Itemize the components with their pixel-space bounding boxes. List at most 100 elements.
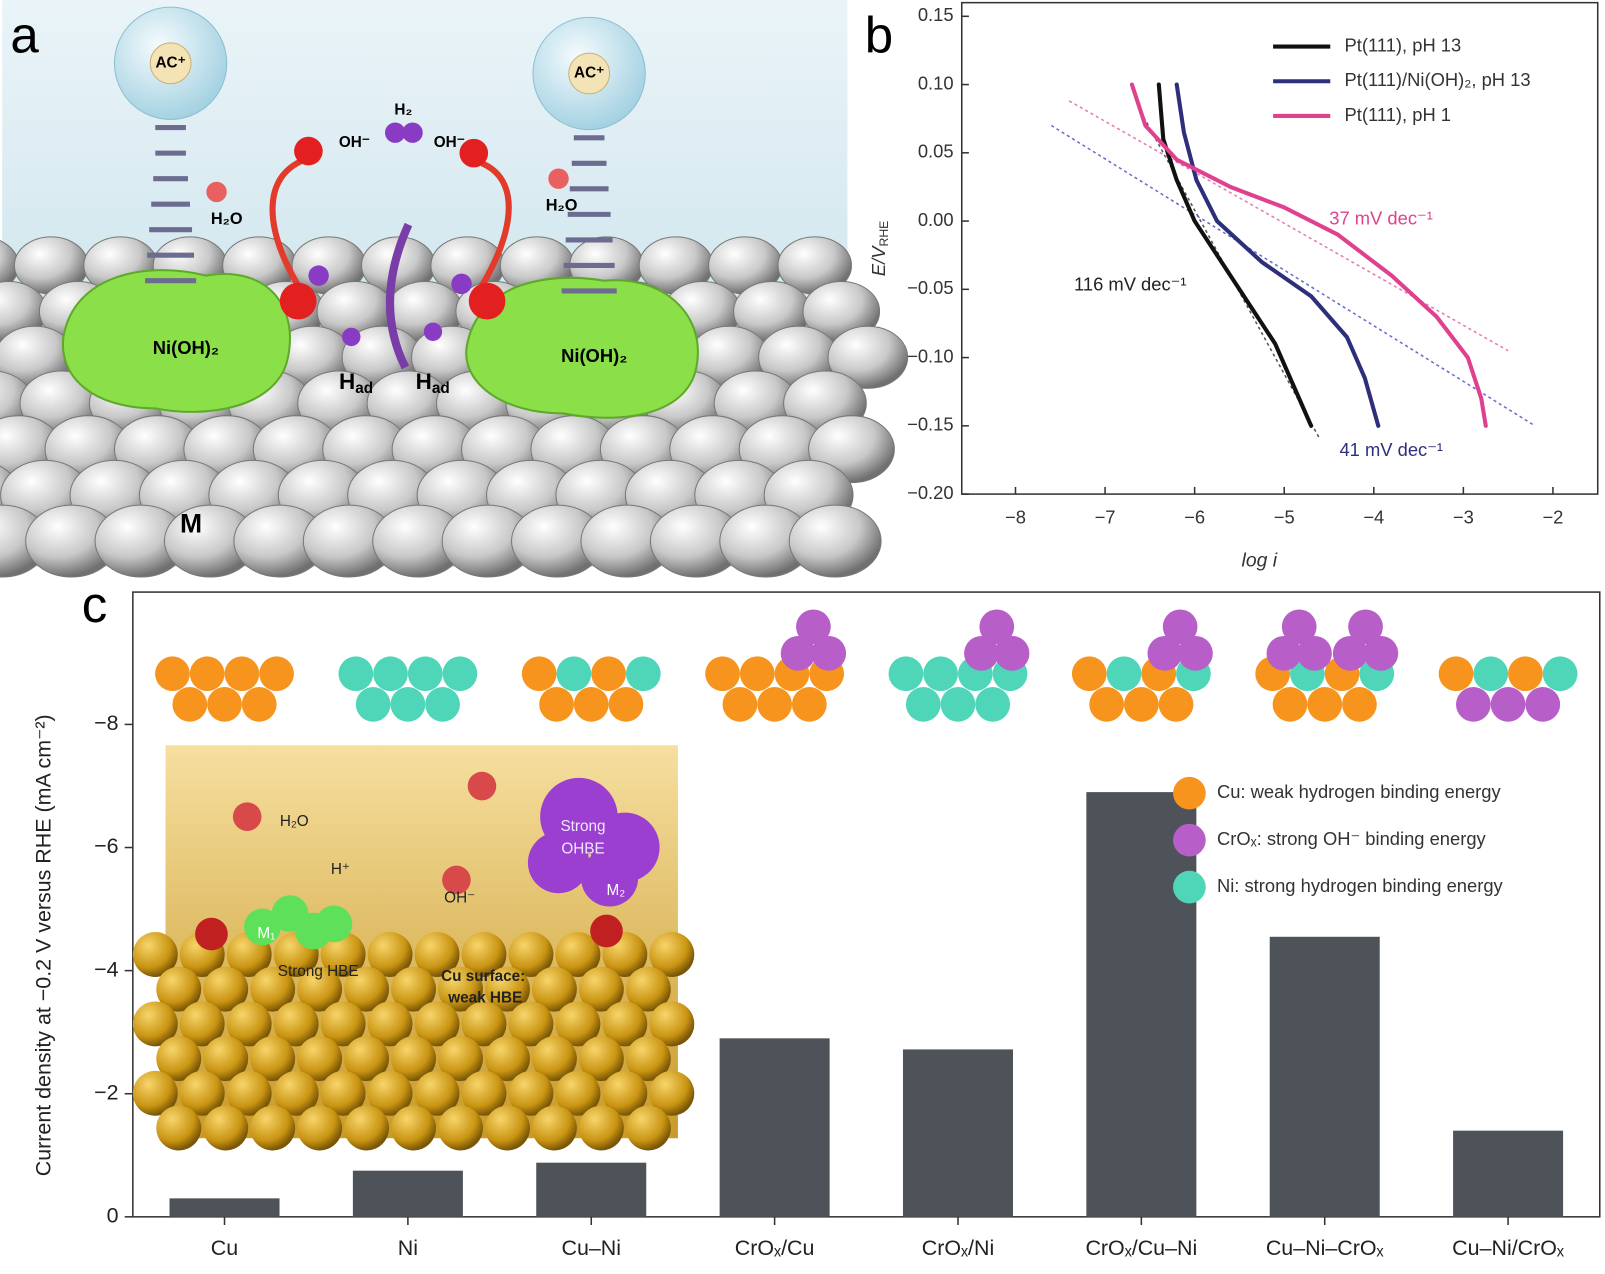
bar	[169, 1198, 280, 1217]
plot-frame	[132, 591, 1601, 1218]
inset-molecule	[442, 865, 471, 895]
inset-cluster	[527, 831, 590, 894]
copper-atom	[531, 966, 577, 1012]
copper-atom	[273, 1070, 319, 1116]
x-tick-label: −8	[1005, 506, 1026, 527]
h2-label: H₂	[394, 101, 412, 118]
atom-icon	[625, 656, 661, 692]
copper-atom	[320, 1001, 366, 1047]
x-tick-label: CrOₓ/Ni	[922, 1236, 994, 1260]
copper-atom	[555, 1070, 601, 1116]
legend-label: Cu: weak hydrogen binding energy	[1217, 781, 1502, 802]
legend-label: CrOₓ: strong OH⁻ binding energy	[1217, 828, 1487, 849]
atom-icon	[964, 635, 999, 671]
atom-icon	[811, 635, 847, 671]
x-tick-label: CrOₓ/Cu	[735, 1236, 815, 1260]
series-line	[1174, 82, 1381, 428]
atom-icon	[1071, 656, 1107, 692]
atom-icon	[739, 656, 775, 692]
copper-atom	[485, 966, 530, 1012]
molecules	[206, 122, 569, 347]
cluster-blob	[465, 276, 699, 419]
copper-atom	[531, 1105, 577, 1151]
atom-icon	[556, 656, 592, 692]
inset-label: H₂O	[280, 813, 309, 830]
copper-atom	[297, 1105, 343, 1151]
copper-atom	[578, 1036, 624, 1082]
cation	[149, 42, 192, 85]
y-tick-label: 0.10	[918, 72, 954, 93]
y-tick-label: −6	[94, 834, 118, 858]
copper-atom	[438, 1105, 483, 1151]
annotation: 41 mV dec⁻¹	[1339, 439, 1443, 460]
metal-atom	[788, 504, 882, 578]
cation-label: AC⁺	[574, 65, 604, 82]
copper-atom	[132, 1070, 178, 1116]
y-axis-label: Current density at −0.2 V versus RHE (mA…	[32, 714, 56, 1176]
copper-atom	[555, 932, 601, 977]
inset-label: OHBE	[561, 840, 604, 857]
copper-atom	[461, 932, 507, 977]
copper-atom	[649, 1070, 695, 1116]
water-label: H₂O	[211, 210, 243, 228]
y-tick-label: −0.15	[907, 414, 953, 435]
adsorbed-sub: ad	[355, 380, 373, 397]
atom-icon	[407, 656, 443, 692]
x-tick-label: CrOₓ/Cu–Ni	[1085, 1236, 1197, 1260]
legend-swatch	[1173, 776, 1206, 810]
fit-line	[1050, 124, 1536, 427]
atom-icon	[796, 609, 831, 645]
atom-icon	[1147, 635, 1183, 671]
x-axis-label: log i	[1242, 550, 1278, 572]
atom-icon	[791, 687, 827, 722]
atom-icon	[539, 687, 574, 722]
atom-icon	[573, 687, 609, 722]
copper-atom	[602, 1001, 648, 1047]
inset-label: OH⁻	[444, 889, 475, 906]
atom-icon	[1307, 687, 1343, 722]
inset-cluster	[580, 849, 639, 907]
adsorbed-main: H	[339, 369, 355, 394]
copper-atom	[226, 1001, 272, 1047]
adsorbed-main: H	[416, 369, 432, 394]
copper-atom	[344, 966, 390, 1012]
copper-atom	[250, 1105, 296, 1151]
series-line	[1129, 82, 1488, 428]
inset-label: M₁	[257, 925, 275, 942]
y-tick-label: 0	[107, 1203, 119, 1227]
atom-icon	[224, 656, 260, 692]
copper-atom	[508, 1070, 554, 1116]
cation-label: AC⁺	[156, 54, 186, 71]
y-axis-label-sub: RHE	[877, 221, 891, 247]
atom-icon	[373, 656, 408, 692]
plot-frame	[960, 1, 1599, 495]
x-tick-label: Cu–Ni–CrOₓ	[1266, 1236, 1384, 1260]
copper-atom	[461, 1001, 507, 1047]
copper-atom	[250, 1036, 296, 1082]
x-tick-label: −4	[1363, 506, 1384, 527]
copper-atom	[414, 1001, 460, 1047]
atom-icon	[1158, 687, 1194, 722]
line-chart: −8 −7 −6 −5 −4 −3 −2 0.15 0.10 0.05 0.00 −0.05 −0.10…	[868, 1, 1599, 572]
inset-surface	[132, 932, 695, 1151]
copper-atom	[203, 966, 249, 1012]
copper-atom	[132, 1001, 178, 1047]
x-tick-label: −7	[1095, 506, 1116, 527]
metal-label: M	[180, 509, 202, 539]
copper-atom	[625, 1036, 671, 1082]
copper-atom	[438, 966, 483, 1012]
copper-atom	[156, 1036, 202, 1082]
inset-label: H⁺	[331, 861, 350, 878]
inset-cluster	[244, 908, 281, 946]
copper-atom	[414, 1070, 460, 1116]
copper-atom	[320, 1070, 366, 1116]
oh-label: OH⁻	[339, 134, 370, 151]
cluster-label: Ni(OH)₂	[561, 345, 627, 366]
adsorbed-label: Had	[416, 369, 450, 397]
y-tick-label: 0.15	[918, 4, 954, 25]
copper-atom	[203, 1105, 249, 1151]
x-tick-label: −3	[1453, 506, 1474, 527]
fit-line	[1068, 100, 1509, 352]
y-tick-label: −0.20	[907, 482, 953, 503]
